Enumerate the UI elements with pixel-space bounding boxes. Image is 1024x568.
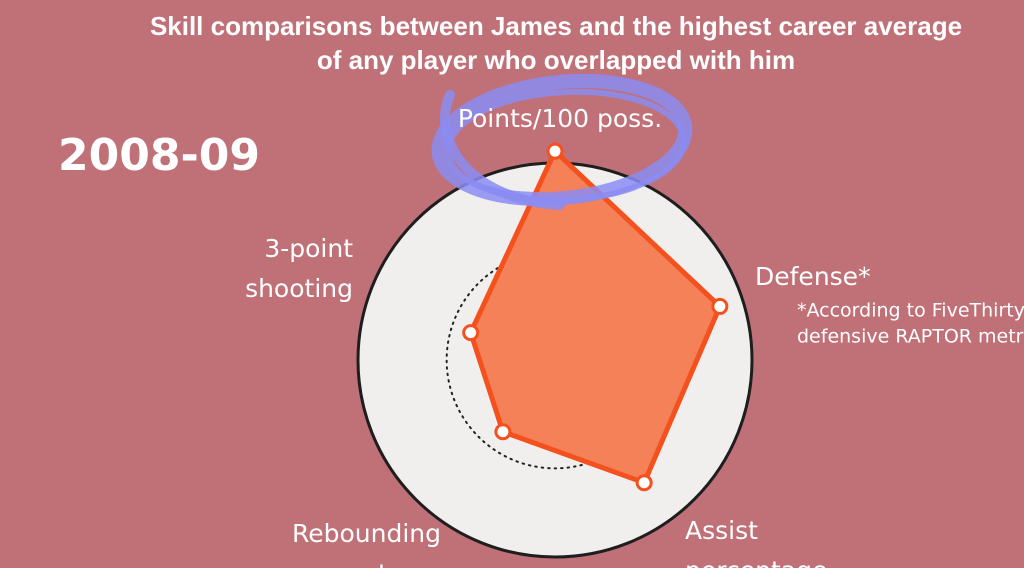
scribble-stroke	[445, 88, 687, 204]
axis-label: 3-point	[264, 234, 353, 263]
note: defensive RAPTOR metric	[797, 326, 1024, 348]
radar	[356, 142, 754, 559]
axis-label: percentage	[685, 556, 827, 568]
axis-label: shooting	[245, 274, 353, 303]
season-label: 2008-09	[58, 130, 260, 181]
vertex	[546, 142, 564, 160]
axis-label: Defense*	[755, 262, 871, 291]
chart-title: of any player who overlapped with him	[317, 45, 795, 75]
note: *According to FiveThirtyEight's	[797, 300, 1024, 322]
vertex	[462, 324, 480, 342]
radar-area	[468, 148, 723, 486]
scribble	[431, 73, 693, 210]
vertex	[494, 423, 512, 441]
axis-label: Points/100 poss.	[458, 104, 662, 133]
vertex	[635, 474, 653, 492]
axis-label: percentage	[292, 559, 434, 568]
chart-title: Skill comparisons between James and the …	[150, 11, 962, 41]
axis-label: Rebounding	[292, 519, 441, 548]
axis-label: Assist	[685, 516, 758, 545]
scribble-stroke	[440, 90, 565, 210]
vertex	[711, 297, 729, 315]
